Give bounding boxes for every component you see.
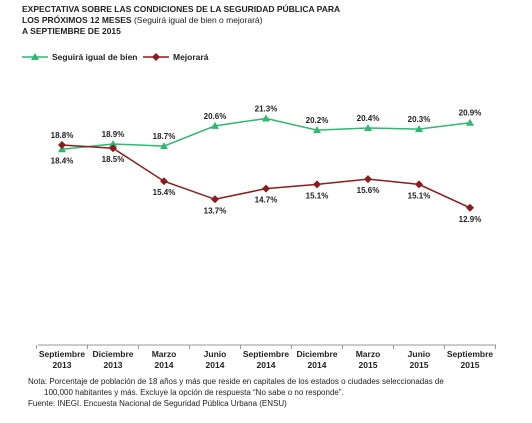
chart-subtitle: (Seguirá igual de bien o mejorará) (134, 15, 263, 25)
marker (313, 180, 321, 189)
data-label: 15.6% (357, 186, 380, 195)
marker (364, 124, 372, 132)
chart-title: LOS PRÓXIMOS 12 MESES (22, 14, 132, 25)
x-tick-label: Junio 2014 (204, 349, 227, 370)
marker (466, 203, 474, 212)
marker (211, 195, 219, 204)
marker (415, 180, 423, 189)
marker (160, 142, 168, 150)
data-label: 18.8% (51, 131, 74, 140)
data-label: 18.9% (102, 130, 125, 139)
data-label: 20.4% (357, 114, 380, 123)
data-label: 14.7% (255, 196, 278, 205)
data-label: 13.7% (204, 206, 227, 215)
data-label: 18.4% (51, 156, 74, 165)
x-tick-label: Septiembre 2015 (447, 349, 494, 370)
note: Nota: Porcentaje de población de 18 años… (28, 377, 444, 386)
marker (262, 114, 270, 122)
marker (262, 184, 270, 193)
x-tick-label: Marzo 2014 (152, 349, 177, 370)
marker (152, 53, 160, 61)
x-tick-label: Septiembre 2013 (39, 349, 86, 370)
data-label: 15.4% (153, 188, 176, 197)
legend-label: Mejorará (173, 52, 209, 62)
marker (415, 125, 423, 133)
data-label: 21.3% (255, 104, 278, 113)
chart-title: LOS PRÓXIMOS 12 MESES (Seguirá igual de … (22, 14, 263, 25)
note: 100,000 habitantes y más. Excluye la opc… (44, 388, 344, 397)
marker (211, 121, 219, 129)
legend-label: Seguirá igual de bien (52, 52, 138, 62)
data-label: 15.1% (408, 191, 431, 200)
x-tick-label: Marzo 2015 (356, 349, 381, 370)
data-label: 20.9% (459, 109, 482, 118)
marker (58, 141, 66, 150)
marker (31, 53, 39, 60)
data-label: 18.7% (153, 132, 176, 141)
marker (466, 118, 474, 126)
marker (313, 126, 321, 134)
data-label: 12.9% (459, 215, 482, 224)
data-label: 20.2% (306, 116, 329, 125)
marker (109, 144, 117, 153)
x-tick-label: Junio 2015 (408, 349, 431, 370)
data-label: 20.6% (204, 112, 227, 121)
chart-title: A SEPTIEMBRE DE 2015 (22, 26, 121, 36)
x-tick-label: Diciembre 2013 (92, 349, 133, 370)
note: Fuente: INEGI. Encuesta Nacional de Segu… (28, 399, 287, 408)
marker (109, 139, 117, 147)
chart-title: EXPECTATIVA SOBRE LAS CONDICIONES DE LA … (22, 3, 340, 14)
x-tick-label: Diciembre 2014 (296, 349, 337, 370)
data-label: 15.1% (306, 191, 329, 200)
data-label: 20.3% (408, 115, 431, 124)
data-label: 18.5% (102, 155, 125, 164)
marker (364, 175, 372, 184)
x-tick-label: Septiembre 2014 (243, 349, 290, 370)
marker (160, 177, 168, 186)
